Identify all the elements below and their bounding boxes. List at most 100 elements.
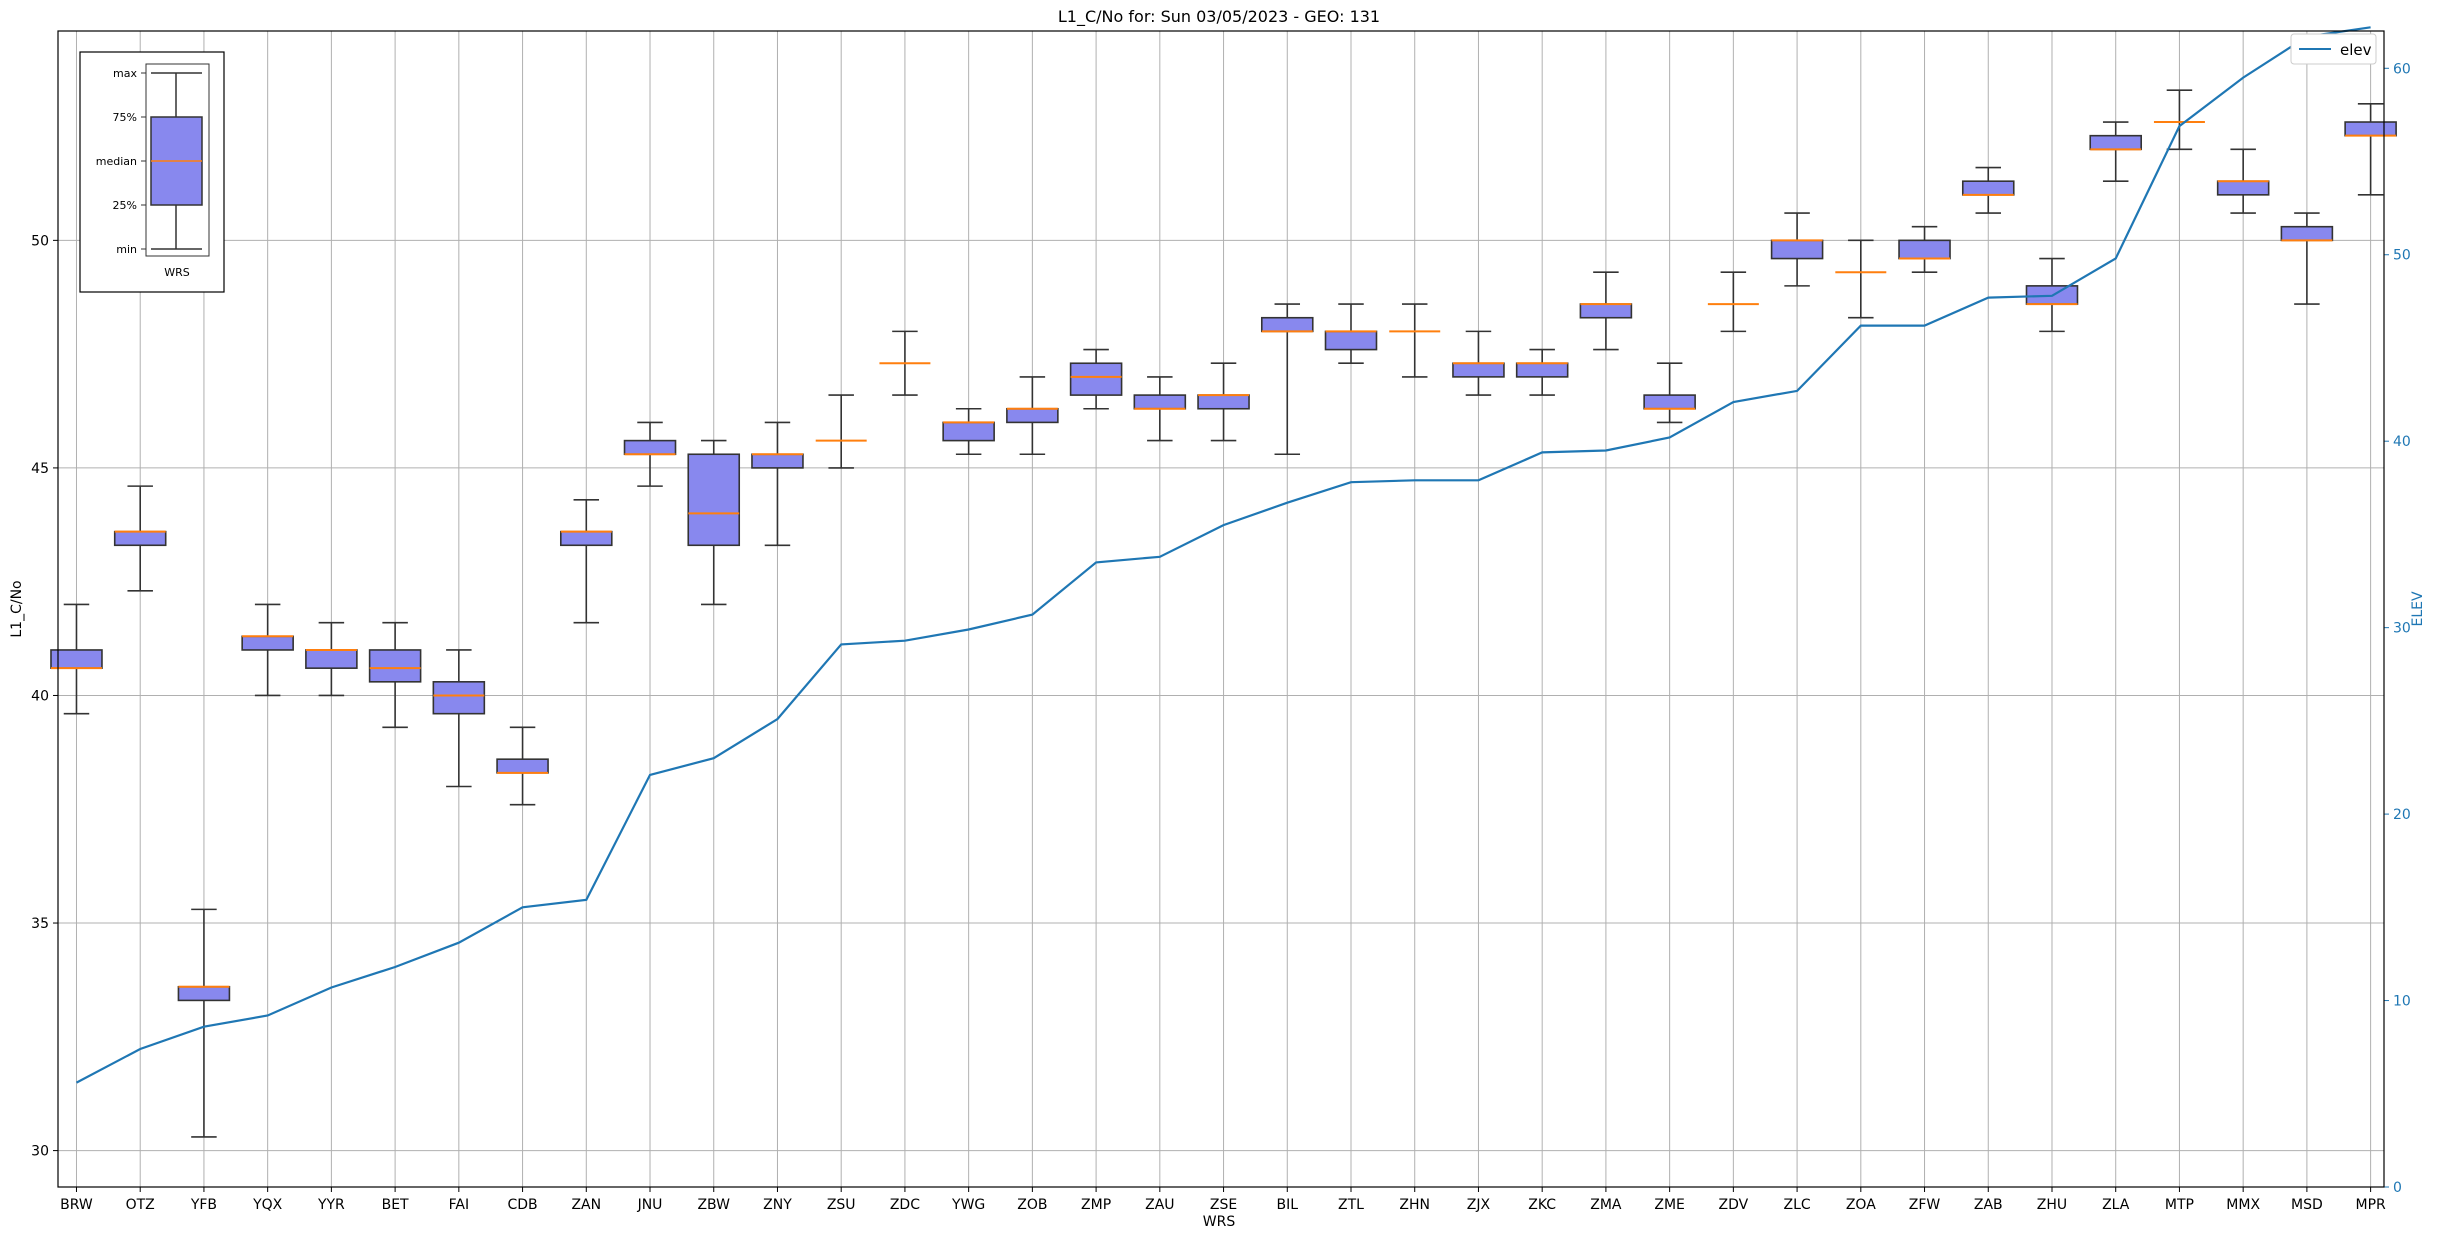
x-tick-label-zbw: ZBW	[697, 1197, 730, 1213]
x-tick-label-mpr: MPR	[2355, 1197, 2386, 1213]
x-tick-label-zan: ZAN	[571, 1197, 601, 1213]
iqr-box	[1452, 362, 1505, 378]
y2-tick-label: 0	[2393, 1180, 2402, 1196]
iqr-box	[1898, 239, 1951, 260]
iqr-box	[2216, 180, 2270, 196]
box-zab	[1961, 166, 2015, 214]
grid	[58, 31, 2384, 1187]
x-tick-label-zhu: ZHU	[2037, 1197, 2067, 1213]
y2-tick-label: 30	[2393, 621, 2411, 637]
iqr-box	[432, 681, 486, 715]
y2-tick-label: 50	[2393, 248, 2411, 264]
x-tick-label-brw: BRW	[60, 1197, 93, 1213]
x-tick-label-jnu: JNU	[637, 1197, 663, 1213]
x-tick-label-yqx: YQX	[252, 1197, 283, 1213]
y-tick-label: 35	[31, 916, 49, 932]
x-tick-label-yyr: YYR	[317, 1197, 345, 1213]
box-zan	[559, 498, 613, 624]
box-msd	[2280, 212, 2334, 305]
box-zme	[1643, 362, 1696, 424]
x-tick-label-zjx: ZJX	[1467, 1197, 1491, 1213]
x-tick-label-otz: OTZ	[126, 1197, 155, 1213]
box-zdv	[1707, 271, 1759, 333]
x-tick-label-zla: ZLA	[2102, 1197, 2130, 1213]
box-zkc	[1515, 348, 1569, 396]
y2-tick-label: 10	[2393, 994, 2411, 1010]
key-label-median: median	[96, 155, 137, 168]
x-tick-label-yfb: YFB	[190, 1197, 217, 1213]
x-tick-label-mtp: MTP	[2165, 1197, 2194, 1213]
iqr-box	[1324, 330, 1378, 351]
x-tick-label-zme: ZME	[1654, 1197, 1685, 1213]
box-zbw	[687, 439, 741, 606]
x-tick-label-fai: FAI	[449, 1197, 469, 1213]
x-tick-label-zny: ZNY	[763, 1197, 792, 1213]
box-yfb	[177, 908, 231, 1138]
x-tick-label-zsu: ZSU	[827, 1197, 856, 1213]
iqr-box	[2089, 134, 2143, 151]
iqr-box	[1579, 303, 1633, 319]
box-cdb	[496, 726, 549, 806]
plot-frame	[57, 30, 2385, 1188]
key-label-max: max	[113, 67, 137, 80]
box-jnu	[623, 421, 677, 487]
key-label-75: 75%	[113, 111, 137, 124]
box-zob	[1006, 376, 1059, 456]
iqr-box	[496, 758, 549, 774]
axes: BRW OTZ YFB YQX YYR BET FAI CDB ZAN JNU ZBW ZNY ZSU Z…	[31, 30, 2411, 1213]
x-tick-label-zmp: ZMP	[1081, 1197, 1111, 1213]
box-zlc	[1770, 212, 1824, 287]
iqr-box	[2344, 121, 2397, 137]
iqr-box	[1197, 394, 1250, 410]
y-tick-label: 30	[31, 1144, 49, 1160]
box-bet	[368, 621, 422, 729]
y-axis-label: L1_C/No	[9, 580, 25, 637]
legend-frame	[2290, 33, 2377, 65]
iqr-box	[1133, 394, 1187, 410]
box-zdc	[879, 330, 931, 396]
x-tick-label-ywg: YWG	[951, 1197, 985, 1213]
box-mpr	[2344, 103, 2397, 196]
chart-title: L1_C/No for: Sun 03/05/2023 - GEO: 131	[1058, 7, 1380, 27]
box-bil	[1260, 303, 1314, 456]
x-tick-label-ztl: ZTL	[1338, 1197, 1364, 1213]
y-tick-label: 45	[31, 461, 49, 477]
x-tick-label-zau: ZAU	[1145, 1197, 1174, 1213]
box-zhn	[1389, 303, 1441, 378]
key-ticks	[141, 72, 146, 250]
x-tick-label-cdb: CDB	[507, 1197, 537, 1213]
x-tick-label-zdv: ZDV	[1719, 1197, 1749, 1213]
iqr-box	[177, 985, 231, 1002]
x-tick-label-zhn: ZHN	[1399, 1197, 1430, 1213]
x-tick-label-msd: MSD	[2291, 1197, 2323, 1213]
x-tick-label-zma: ZMA	[1590, 1197, 1622, 1213]
box-fai	[432, 649, 486, 788]
key-xlabel: WRS	[164, 266, 190, 279]
x-tick-label-zlc: ZLC	[1783, 1197, 1810, 1213]
box-brw	[50, 603, 103, 715]
iqr-box	[2280, 225, 2334, 242]
x-tick-label-zdc: ZDC	[890, 1197, 920, 1213]
key-inner-axes	[145, 63, 210, 257]
key-label-25: 25%	[113, 199, 137, 212]
box-zau	[1133, 376, 1187, 442]
box-zny	[751, 421, 804, 547]
box-yyr	[305, 621, 358, 697]
x-axis-label: WRS	[1203, 1214, 1236, 1230]
box-mmx	[2216, 148, 2270, 214]
x-tick-label-zoa: ZOA	[1846, 1197, 1876, 1213]
x-tick-label-bet: BET	[382, 1197, 409, 1213]
box-zfw	[1898, 225, 1951, 274]
iqr-box	[1643, 394, 1696, 410]
x-tick-label-zkc: ZKC	[1528, 1197, 1556, 1213]
legend-label: elev	[2340, 41, 2372, 59]
legend: elev	[2290, 33, 2377, 65]
iqr-box	[305, 649, 358, 669]
x-tick-label-zse: ZSE	[1210, 1197, 1237, 1213]
y-tick-label: 40	[31, 688, 49, 704]
x-tick-label-zfw: ZFW	[1909, 1197, 1941, 1213]
x-tick-label-mmx: MMX	[2226, 1197, 2260, 1213]
box-zma	[1579, 271, 1633, 351]
